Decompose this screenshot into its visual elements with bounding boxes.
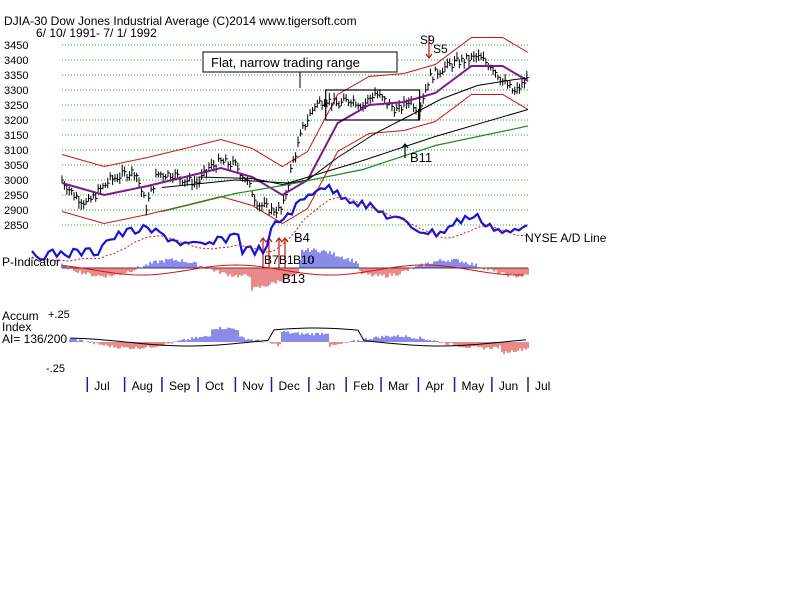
accum-top-label: +.25 — [48, 309, 70, 321]
month-label: Apr — [425, 379, 444, 393]
buy-arrow-head — [401, 143, 409, 149]
y-tick-label: 3250 — [4, 100, 28, 112]
trading-range-box — [325, 89, 421, 121]
accum-label: Accum — [2, 309, 39, 323]
annotation-box — [202, 51, 398, 73]
month-label: Oct — [205, 379, 224, 393]
y-tick-label: 3300 — [4, 85, 28, 97]
month-label: Jul — [535, 379, 550, 393]
annotation-text: Flat, narrow trading range — [211, 55, 360, 70]
month-label: Nov — [242, 379, 263, 393]
y-tick-label: 3100 — [4, 145, 28, 157]
p-indicator-label: P-Indicator — [2, 255, 60, 269]
month-label: Aug — [132, 379, 153, 393]
accum-bottom-label: -.25 — [46, 363, 65, 375]
month-label: Mar — [388, 379, 409, 393]
chart-title: DJIA-30 Dow Jones Industrial Average (C)… — [4, 14, 357, 28]
y-tick-label: 3350 — [4, 70, 28, 82]
price-bars — [61, 49, 529, 219]
accum-ma — [69, 327, 527, 347]
lower-band — [61, 94, 529, 225]
month-label: Jul — [94, 379, 109, 393]
signal-b10: B10 — [293, 253, 315, 267]
ma50-line — [198, 77, 529, 186]
signal-b13: B13 — [282, 271, 305, 286]
green-ma-line — [161, 125, 529, 213]
month-label: Sep — [169, 379, 191, 393]
y-tick-label: 3050 — [4, 160, 28, 172]
upper-band — [61, 37, 529, 168]
y-tick-label: 3150 — [4, 130, 28, 142]
black-ma-line — [161, 109, 529, 188]
signal-b11: B11 — [410, 150, 432, 165]
index-label: Index — [2, 320, 31, 334]
chart-date-range: 6/ 10/ 1991- 7/ 1/ 1992 — [36, 26, 157, 40]
y-tick-label: 2900 — [4, 205, 28, 217]
envelope-bands — [61, 37, 529, 225]
y-tick-label: 2850 — [4, 220, 28, 232]
ad-line-ma — [31, 197, 528, 263]
sell-arrow-head — [425, 53, 433, 59]
ad-line-label: NYSE A/D Line — [525, 231, 607, 245]
month-label: Feb — [353, 379, 374, 393]
buy-arrow-cluster-head — [259, 237, 267, 243]
y-tick-label: 3000 — [4, 175, 28, 187]
y-tick-label: 3450 — [4, 40, 28, 52]
signal-s9: S9 — [420, 33, 435, 47]
axis-labels: 3450 3400 3350 3300 3250 3200 3150 3100 3050 3000… — [4, 40, 550, 393]
y-tick-label: 3400 — [4, 55, 28, 67]
month-label: Jan — [316, 379, 335, 393]
indicator-panels — [31, 183, 529, 355]
ad-line — [31, 183, 528, 261]
month-label: Jun — [499, 379, 518, 393]
signal-b4: B4 — [294, 230, 310, 245]
signal-s5: S5 — [433, 42, 448, 56]
month-label: Dec — [279, 379, 300, 393]
y-tick-label: 3200 — [4, 115, 28, 127]
signal-b7: B7 — [264, 253, 279, 267]
signal-b1: B1 — [279, 253, 294, 267]
ai-label: AI= 136/200 — [2, 332, 67, 346]
p-indicator-ma — [61, 264, 525, 276]
y-tick-label: 2950 — [4, 190, 28, 202]
month-label: May — [462, 379, 485, 393]
price-lines — [61, 35, 529, 268]
buy-arrow-cluster-head — [275, 237, 283, 243]
